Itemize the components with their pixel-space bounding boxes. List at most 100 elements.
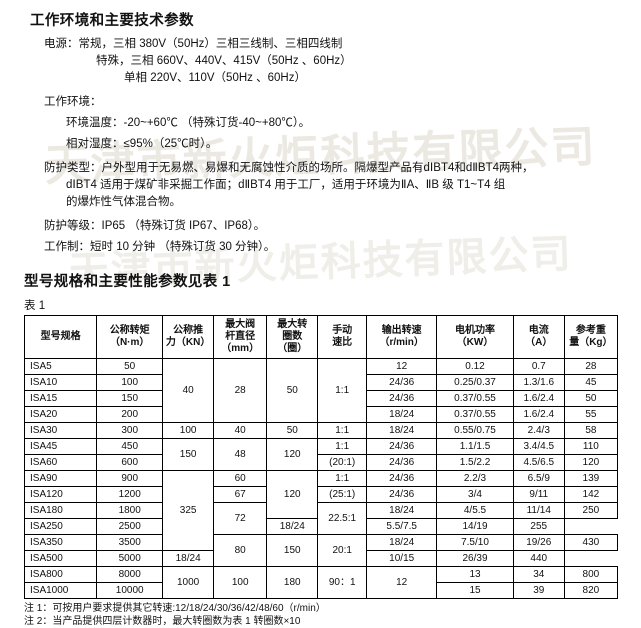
spec-table-body: ISA5 50 40 28 50 1:1 12 0.12 0.7 28 ISA1… (23, 358, 619, 599)
th-max-turns-l3: （圈） (277, 343, 308, 354)
cell-current: 26/39 (436, 550, 514, 567)
cell-manual-ratio: 1:1 (317, 470, 368, 487)
cell-torque: 100 (96, 374, 164, 391)
cell-model: ISA15 (23, 390, 98, 407)
cell-weight: 255 (512, 518, 565, 535)
cell-manual-ratio: 1:1 (317, 422, 368, 439)
note-1: 注 1：可按用户要求提供其它转速:12/18/24/30/36/42/48/60… (24, 603, 326, 614)
cell-output-speed: 18/24 (162, 550, 215, 567)
power-line-1: 电源：常规，三相 380V（50Hz）三相三线制、三相四线制 (44, 36, 627, 53)
th-output-speed-l1: 输出转速 (381, 325, 422, 336)
cell-model: ISA180 (23, 502, 98, 519)
environment-temperature: 环境温度：-20~+60℃ （特殊订货-40~+80℃）。 (66, 117, 311, 129)
duty-label: 工作制： (44, 241, 90, 253)
table-row: ISA180 1800 72 22.5:1 18/24 4/5.5 11/14 … (23, 502, 619, 535)
cell-current: 11/14 (512, 502, 565, 519)
cell-torque: 2500 (96, 518, 164, 535)
cell-output-speed: 18/24 (266, 518, 319, 535)
cell-current: 0.7 (512, 358, 565, 375)
cell-stem-diameter: 100 (213, 566, 268, 599)
cell-output-speed: 18/24 (366, 534, 438, 551)
th-model: 型号规格 (23, 315, 98, 359)
th-weight-l2: 量（Kg） (569, 337, 613, 348)
table-row: ISA800 8000 1000 100 180 90：1 12 13 34 8… (23, 566, 619, 599)
document-page: 天津市新火炬科技有限公司 天津市新火炬科技有限公司 工作环境和主要技术参数 电源… (23, 13, 619, 627)
th-current: 电流 （A） (512, 315, 565, 359)
cell-weight: 120 (563, 454, 619, 471)
cell-model: ISA120 (23, 486, 98, 503)
cell-motor-power: 1.1/1.5 (436, 438, 514, 455)
cell-max-turns: 120 (266, 470, 319, 519)
cell-weight: 440 (512, 550, 565, 567)
cell-manual-ratio: (25:1) (317, 486, 368, 503)
cell-current: 1.6/2.4 (512, 390, 565, 407)
cell-motor-power: 2.2/3 (436, 470, 514, 487)
cell-manual-ratio: 1:1 (317, 438, 368, 455)
cell-motor-power: 13 (436, 566, 514, 583)
cell-current: 39 (512, 582, 565, 599)
th-thrust-l2: 力（KN） (165, 337, 211, 348)
cell-torque: 450 (96, 438, 164, 455)
cell-output-speed: 24/36 (366, 486, 438, 503)
table-row: ISA120 1200 67 (25:1) 24/36 3/4 9/11 142 (23, 486, 619, 503)
th-stem-diameter-l3: （mm） (221, 343, 260, 354)
cell-manual-ratio: 90：1 (317, 566, 368, 599)
th-output-speed: 输出转速 （r/min） (366, 315, 438, 359)
cell-thrust: 100 (162, 422, 215, 439)
protection-type-label: 防护类型： (44, 162, 102, 174)
table-row: ISA60 600 (20:1) 24/36 1.5/2.2 4.5/6.5 1… (23, 454, 619, 471)
cell-model: ISA60 (23, 454, 98, 471)
th-current-l1: 电流 (528, 325, 549, 336)
table-row: ISA5 50 40 28 50 1:1 12 0.12 0.7 28 (23, 358, 619, 423)
th-torque: 公称转矩 （N·m） (96, 315, 164, 359)
cell-motor-power: 0.37/0.55 (436, 406, 514, 423)
th-torque-l2: （N·m） (109, 337, 150, 348)
cell-motor-power: 10/15 (366, 550, 438, 567)
table-row: ISA15 150 24/36 0.37/0.55 1.6/2.4 50 (23, 390, 619, 407)
cell-motor-power: 7.5/10 (436, 534, 514, 551)
th-motor-power-l2: （KW） (456, 337, 494, 348)
cell-model: ISA20 (23, 406, 98, 423)
cell-current: 2.4/3 (512, 422, 565, 439)
th-thrust: 公称推 力（KN） (162, 315, 215, 359)
cell-current: 1.3/1.6 (512, 374, 565, 391)
table-row: ISA350 3500 80 150 20:1 18/24 7.5/10 19/… (23, 534, 619, 567)
protection-grade-text: IP65 （特殊订货 IP67、IP68）。 (101, 220, 266, 232)
cell-model: ISA800 (23, 566, 98, 583)
cell-weight: 55 (563, 406, 619, 423)
cell-stem-diameter: 60 (213, 470, 268, 487)
cell-current: 3.4/4.5 (512, 438, 565, 455)
cell-motor-power: 0.12 (436, 358, 514, 375)
cell-weight: 800 (563, 566, 619, 583)
cell-weight: 430 (563, 534, 619, 551)
cell-motor-power: 4/5.5 (436, 502, 514, 519)
cell-torque: 1800 (96, 502, 164, 519)
cell-weight: 110 (563, 438, 619, 455)
cell-model: ISA90 (23, 470, 98, 487)
duty-block: 工作制：短时 10 分钟 （特殊订货 30 分钟）。 (0, 239, 641, 256)
cell-current: 4.5/6.5 (512, 454, 565, 471)
cell-torque: 900 (96, 470, 164, 487)
table-notes: 注 1：可按用户要求提供其它转速:12/18/24/30/36/42/48/60… (0, 602, 641, 628)
table-row: ISA45 450 150 48 120 1:1 24/36 1.1/1.5 3… (23, 438, 619, 471)
th-weight: 参考重 量（Kg） (563, 315, 619, 359)
th-motor-power-l1: 电机功率 (455, 325, 495, 336)
cell-output-speed: 18/24 (366, 502, 438, 519)
cell-torque: 600 (96, 454, 164, 471)
cell-weight: 58 (563, 422, 619, 439)
cell-model: ISA30 (23, 422, 98, 439)
cell-model: ISA5 (23, 358, 98, 375)
table-caption: 表 1 (24, 300, 46, 312)
cell-torque: 10000 (96, 582, 164, 599)
cell-torque: 1200 (96, 486, 164, 503)
power-label: 电源： (44, 38, 79, 50)
cell-current: 1.6/2.4 (512, 406, 565, 423)
th-weight-l1: 参考重 (575, 325, 606, 336)
cell-model: ISA45 (23, 438, 98, 455)
cell-output-speed: 18/24 (366, 422, 438, 439)
th-manual-ratio-l2: 速比 (332, 337, 353, 348)
cell-motor-power: 0.55/0.75 (436, 422, 514, 439)
th-thrust-l1: 公称推 (173, 325, 204, 336)
th-motor-power: 电机功率 （KW） (436, 315, 514, 359)
